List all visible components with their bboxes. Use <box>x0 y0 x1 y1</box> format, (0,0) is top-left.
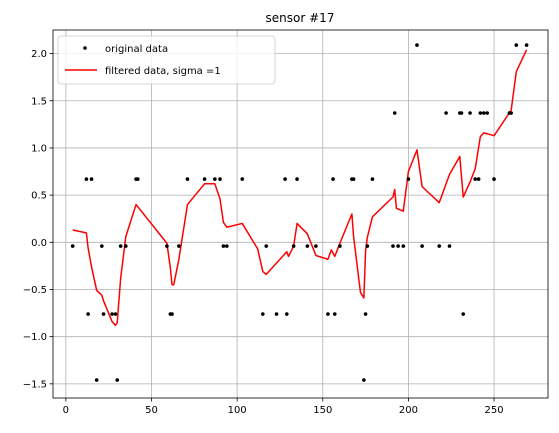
original-data-point <box>118 244 123 248</box>
y-tick-label: 0.0 <box>31 238 47 249</box>
original-data-point <box>86 312 90 316</box>
x-tick-label: 0 <box>63 405 69 416</box>
original-data-point <box>70 244 75 248</box>
legend-label-original-data: original data <box>105 44 168 55</box>
original-data-point <box>401 244 406 248</box>
plot-frame <box>52 29 549 399</box>
original-data-point <box>264 244 269 248</box>
original-data-point <box>123 244 128 248</box>
legend-box <box>57 35 276 85</box>
original-data-point <box>283 177 287 181</box>
original-data-point <box>84 177 89 181</box>
original-data-point <box>415 43 419 47</box>
legend-label-filtered-data: filtered data, sigma =1 <box>105 66 221 77</box>
original-data-point <box>365 244 370 248</box>
original-data-point <box>101 312 106 316</box>
original-data-point <box>406 177 411 181</box>
original-data-point <box>110 312 114 316</box>
original-data-point <box>240 177 245 181</box>
grid-lines <box>53 30 548 398</box>
original-data-point <box>338 244 342 248</box>
original-data-point <box>351 177 356 181</box>
original-data-point <box>94 378 99 382</box>
y-tick-label: −0.5 <box>23 285 47 296</box>
series-layer <box>70 43 529 382</box>
original-data-point <box>177 244 181 248</box>
original-data-point <box>392 111 397 115</box>
original-data-point <box>331 177 335 181</box>
legend-marker-original-data <box>83 46 87 50</box>
original-data-point <box>284 312 289 316</box>
original-data-point <box>185 177 190 181</box>
original-data-point <box>332 312 337 316</box>
x-tick-label: 150 <box>313 405 332 416</box>
x-tick-label: 50 <box>145 405 158 416</box>
original-data-point <box>274 312 279 316</box>
original-data-point <box>213 177 217 181</box>
original-data-point <box>492 177 496 181</box>
original-data-point <box>362 378 366 382</box>
y-axis: −1.5 −1.0 −0.5 0.0 0.5 1.0 1.5 2.0 <box>23 49 53 390</box>
original-data-point <box>396 244 400 248</box>
original-data-point <box>391 244 395 248</box>
original-data-point <box>326 312 330 316</box>
original-data-point <box>459 111 464 115</box>
original-data-point <box>447 244 452 248</box>
original-data-point <box>225 244 229 248</box>
original-data-point <box>221 244 226 248</box>
original-data-point <box>135 177 140 181</box>
y-tick-label: 0.5 <box>31 191 47 202</box>
original-data-point <box>202 177 207 181</box>
original-data-point <box>476 177 481 181</box>
original-data-point <box>473 177 478 181</box>
x-tick-label: 100 <box>228 405 247 416</box>
chart-title: sensor #17 <box>266 11 335 25</box>
y-tick-label: 1.5 <box>31 96 47 107</box>
original-data-point <box>485 111 489 115</box>
x-tick-label: 250 <box>484 405 503 416</box>
original-data-point <box>218 177 222 181</box>
original-data-point <box>165 244 169 248</box>
original-data-point <box>514 43 519 47</box>
original-data-point <box>100 244 104 248</box>
original-data-point <box>461 312 466 316</box>
y-tick-label: −1.0 <box>23 332 47 343</box>
original-data-point <box>295 177 299 181</box>
original-data-point <box>170 312 174 316</box>
legend: original data filtered data, sigma =1 <box>57 35 276 85</box>
original-data-point <box>113 312 118 316</box>
y-tick-label: 1.0 <box>31 143 47 154</box>
original-data-point <box>363 312 368 316</box>
original-data-point <box>509 111 513 115</box>
original-data-point <box>89 177 94 181</box>
x-tick-label: 200 <box>399 405 418 416</box>
original-data-point <box>444 111 448 115</box>
original-data-point <box>468 111 472 115</box>
original-data-point <box>370 177 375 181</box>
original-data-point <box>478 111 483 115</box>
original-data-point <box>524 43 529 47</box>
x-axis: 0 50 100 150 200 250 <box>63 398 504 416</box>
original-data-point <box>115 378 120 382</box>
y-tick-label: −1.5 <box>23 379 47 390</box>
filtered-data-line <box>72 49 528 327</box>
original-data-point <box>291 244 296 248</box>
original-data-point <box>261 312 265 316</box>
original-data-point <box>481 111 486 115</box>
original-data-point <box>437 244 442 248</box>
y-tick-label: 2.0 <box>31 49 47 60</box>
original-data-point <box>314 244 318 248</box>
original-data-point <box>305 244 310 248</box>
original-data-point <box>420 244 424 248</box>
